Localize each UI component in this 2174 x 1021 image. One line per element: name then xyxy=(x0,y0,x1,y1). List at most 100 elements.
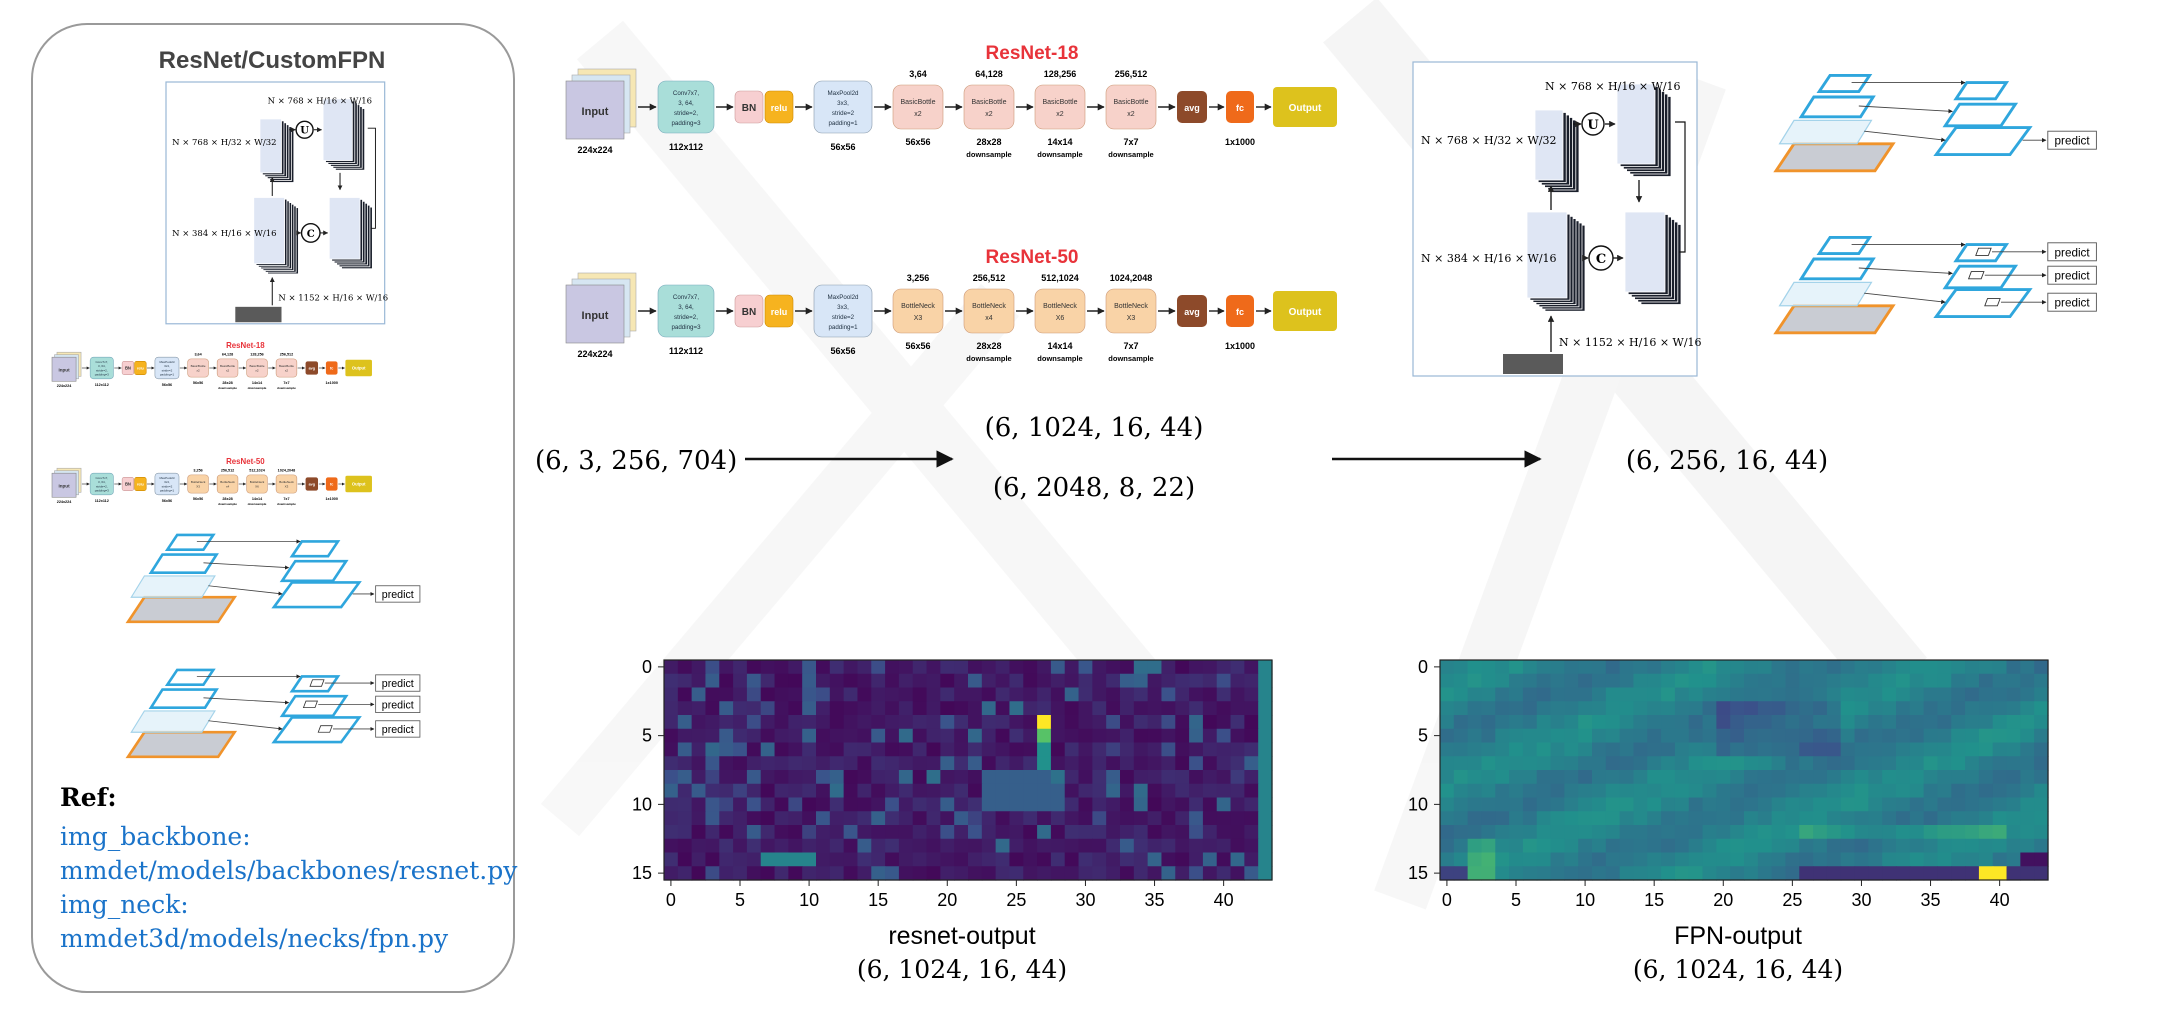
fpn-heatmap-cell xyxy=(1564,852,1579,867)
fpn-heatmap-cell xyxy=(1619,673,1635,689)
fpn-heatmap-cell xyxy=(1453,797,1469,812)
fpn-heatmap-cell xyxy=(2020,687,2035,702)
fpn-heatmap-cell xyxy=(1605,687,1621,702)
fpn-heatmap-cell xyxy=(1550,715,1565,730)
fpn-heatmap-cell xyxy=(1813,728,1828,744)
left-resnet18-block-top: 3,64 xyxy=(194,353,202,357)
fpn-heatmap-cell xyxy=(1647,825,1662,840)
left-resnet50-conv-line: Conv7x7, xyxy=(95,476,108,480)
fpn-heatmap-cell xyxy=(1453,852,1469,867)
left-resnet50-block-l2: X3 xyxy=(285,485,289,489)
resnet-heatmap-cell xyxy=(677,811,693,826)
fpn-heatmap-cell xyxy=(1688,811,1704,826)
fpn-heatmap-cell xyxy=(1771,673,1787,689)
left-resnet18-output-box xyxy=(345,359,372,377)
resnet-heatmap-cell xyxy=(981,756,997,771)
left-resnet18-pool-box xyxy=(154,356,180,380)
fpn-heatmap-cell xyxy=(1951,673,1966,689)
left-pyramid-multi-mini-head xyxy=(317,725,333,733)
resnet-heatmap-cell xyxy=(1106,811,1121,826)
fpn-heatmap-cell xyxy=(1467,687,1483,702)
resnet-heatmap-cell xyxy=(719,687,734,702)
ref-line-4[interactable]: mmdet3d/models/necks/fpn.py xyxy=(60,924,449,953)
fpn-heatmap-cell xyxy=(1619,756,1635,771)
resnet-heatmap-cell xyxy=(940,770,955,785)
fpn-heatmap-cell xyxy=(1467,756,1483,771)
fpn-heatmap-cell xyxy=(1495,660,1510,675)
fpn-heatmap-cell xyxy=(1647,673,1662,689)
fpn-heatmap-cell xyxy=(1771,770,1787,785)
ref-line-1[interactable]: img_backbone: xyxy=(60,822,251,851)
resnet-heatmap-cell xyxy=(719,701,734,716)
pyramid-multi-pred-box xyxy=(2047,242,2097,262)
resnet-heatmap-cell xyxy=(816,770,831,785)
fpn-heatmap-x-tick-label: 10 xyxy=(1575,890,1595,910)
fpn-heatmap-cell xyxy=(1536,660,1552,675)
resnet-heatmap-cell xyxy=(1244,687,1259,702)
fpn-heatmap-cell xyxy=(1619,770,1635,785)
resnet50-pool-size: 56x56 xyxy=(830,346,855,356)
resnet-heatmap-cell xyxy=(677,756,693,771)
resnet-heatmap-cell xyxy=(1147,756,1163,771)
resnet-heatmap-cell xyxy=(1023,770,1038,785)
fpn-heatmap-cell xyxy=(1854,742,1869,757)
resnet-heatmap-cell xyxy=(1161,687,1176,702)
resnet-heatmap-cell xyxy=(1078,797,1093,812)
left-resnet18-block-down: downsample xyxy=(277,386,296,390)
resnet-heatmap-cell xyxy=(746,673,762,689)
resnet-heatmap-cell xyxy=(912,728,928,744)
resnet-heatmap-cell xyxy=(857,715,872,730)
resnet-heatmap-cell xyxy=(802,825,817,840)
fpn-heatmap-cell xyxy=(1440,728,1455,744)
fpn-heatmap-cell xyxy=(1674,811,1690,826)
fpn-heatmap-cell xyxy=(1453,770,1469,785)
fpn-heatmap-cell xyxy=(1757,811,1773,826)
resnet-heatmap-cell xyxy=(1064,673,1080,689)
resnet-heatmap-cell xyxy=(829,866,845,881)
resnet-heatmap-cell xyxy=(746,770,762,785)
resnet-heatmap-cell xyxy=(871,825,886,840)
resnet-heatmap-cell xyxy=(1133,825,1149,840)
resnet-heatmap-cell xyxy=(1120,660,1135,675)
fpn-heatmap-cell xyxy=(1785,728,1800,744)
resnet-heatmap-cell xyxy=(912,715,928,730)
resnet-heatmap-cell xyxy=(1189,811,1204,826)
resnet-heatmap-cell xyxy=(1133,687,1149,702)
resnet50-conv-line: Conv7x7, xyxy=(673,294,699,301)
resnet-heatmap-cell xyxy=(1106,660,1121,675)
resnet-heatmap-cell xyxy=(871,715,886,730)
left-resnet18-block-l1: BasicBottle xyxy=(220,364,235,368)
fpn-heatmap-cell xyxy=(1868,783,1883,799)
resnet-heatmap-cell xyxy=(1216,852,1232,867)
fpn-heatmap-cell xyxy=(1633,715,1648,730)
resnet-heatmap-cell xyxy=(1189,756,1204,771)
ref-line-3[interactable]: img_neck: xyxy=(60,890,189,919)
resnet-heatmap-cell xyxy=(1092,715,1107,730)
resnet-heatmap-cell xyxy=(912,811,928,826)
fpn-heatmap-cell xyxy=(1467,673,1483,689)
resnet-heatmap-cell xyxy=(1258,838,1273,854)
fpn-heatmap-cell xyxy=(1799,866,1814,881)
resnet-heatmap-cell xyxy=(1161,783,1176,799)
resnet-heatmap-cell xyxy=(1244,742,1259,757)
fpn-heatmap-cell xyxy=(1716,660,1731,675)
left-resnet50-relu-label: relu xyxy=(137,483,145,487)
left-resnet50-title: ResNet-50 xyxy=(226,457,265,466)
resnet-heatmap-cell xyxy=(664,770,679,785)
resnet-heatmap-cell xyxy=(733,852,748,867)
resnet-heatmap-cell xyxy=(1050,838,1066,854)
resnet-heatmap-cell xyxy=(774,770,789,785)
fpn-heatmap-cell xyxy=(1495,701,1510,716)
fpn-heatmap-cell xyxy=(1840,687,1856,702)
ref-line-2[interactable]: mmdet/models/backbones/resnet.py xyxy=(60,856,518,885)
resnet-heatmap-cell xyxy=(802,866,817,881)
resnet-heatmap-cell xyxy=(885,783,900,799)
fpn-heatmap-cell xyxy=(1702,715,1717,730)
fpn-heatmap-cell xyxy=(1978,797,1994,812)
resnet-heatmap-cell xyxy=(719,660,734,675)
resnet18-bn-box xyxy=(734,90,764,124)
fpn-heatmap-cell xyxy=(2020,770,2035,785)
fpn-heatmap-cell xyxy=(1578,852,1593,867)
resnet-heatmap-cell xyxy=(788,838,803,854)
